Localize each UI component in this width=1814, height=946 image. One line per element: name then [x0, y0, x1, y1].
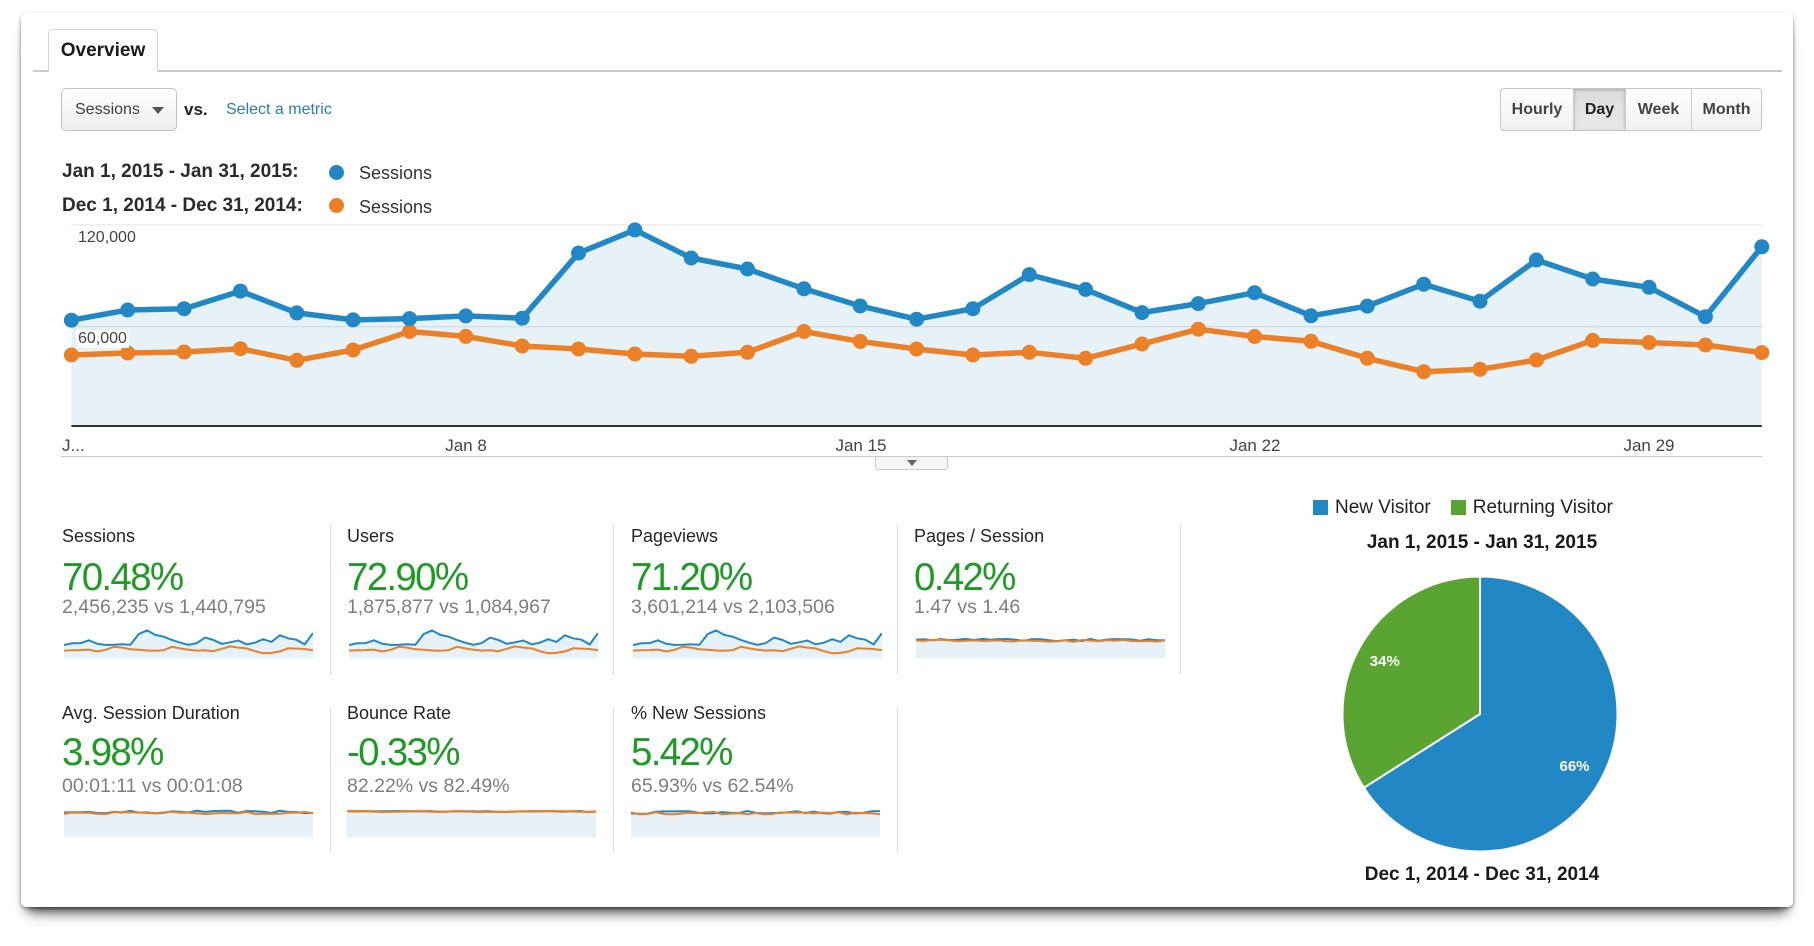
- svg-text:34%: 34%: [1370, 653, 1400, 670]
- svg-text:66%: 66%: [1559, 758, 1589, 775]
